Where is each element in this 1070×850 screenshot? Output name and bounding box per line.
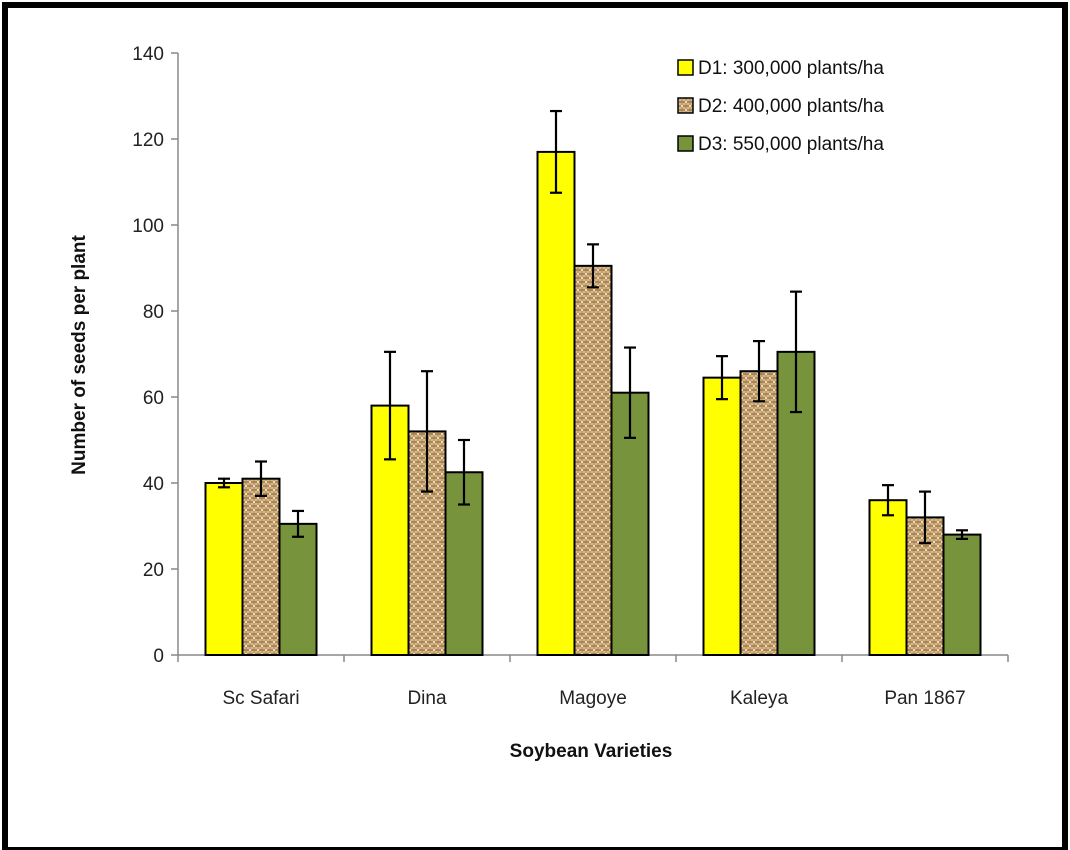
y-tick-label: 80 (143, 302, 164, 323)
legend-label: D2: 400,000 plants/ha (698, 96, 884, 117)
x-tick-label: Sc Safari (222, 688, 299, 709)
y-tick-label: 100 (132, 216, 164, 237)
bar (702, 376, 742, 656)
x-tick-label: Magoye (559, 688, 627, 709)
x-tick-label: Dina (407, 688, 447, 709)
bar (204, 482, 244, 656)
error-bars (218, 109, 968, 545)
x-tick-labels: Sc Safari Dina Magoye Kaleya Pan 1867 (222, 688, 965, 709)
y-axis-title: Number of seeds per plant (69, 235, 90, 475)
bar (536, 150, 576, 656)
x-axis-title: Soybean Varieties (510, 741, 673, 762)
x-tick-label: Kaleya (730, 688, 789, 709)
legend-swatch (677, 97, 694, 114)
y-tick-label: 60 (143, 388, 164, 409)
y-tick-label: 120 (132, 130, 164, 151)
y-tick-label: 0 (153, 646, 164, 667)
bar (278, 522, 318, 656)
bar (942, 533, 982, 656)
x-tick-label: Pan 1867 (884, 688, 965, 709)
legend-label: D1: 300,000 plants/ha (698, 58, 884, 79)
bar (573, 264, 613, 656)
legend-label: D3: 550,000 plants/ha (698, 134, 884, 155)
y-tick-label: 20 (143, 560, 164, 581)
y-tick-label: 40 (143, 474, 164, 495)
bar (868, 499, 908, 657)
legend-swatch (677, 135, 694, 152)
bar (241, 477, 281, 657)
y-tick-labels: 0 20 40 60 80 100 120 140 (132, 44, 164, 667)
y-tick-label: 140 (132, 44, 164, 65)
bar (739, 370, 779, 656)
legend: D1: 300,000 plants/ha D2: 400,000 plants/… (677, 58, 884, 155)
legend-swatch (677, 59, 694, 76)
